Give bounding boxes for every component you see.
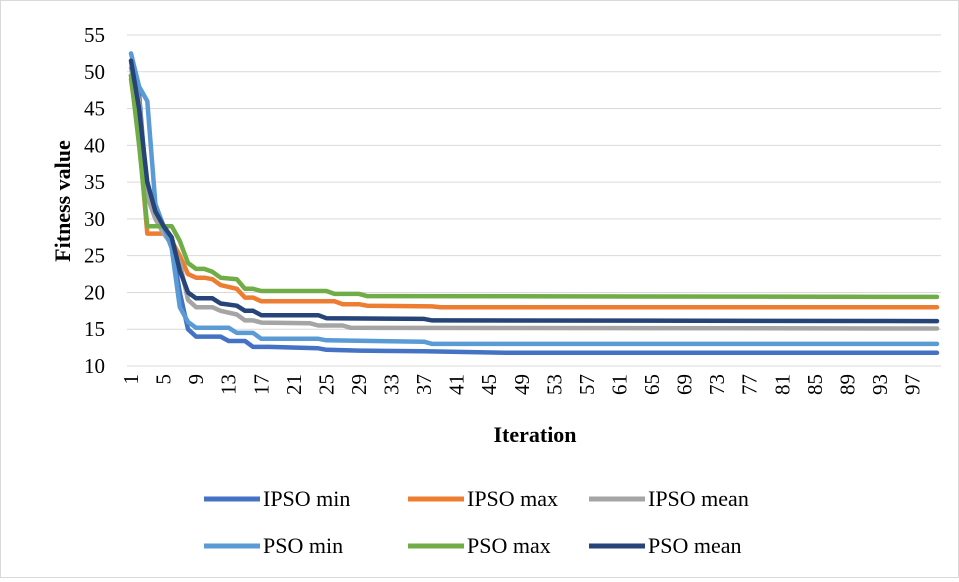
legend-item: PSO min [204,533,343,558]
y-tick-label: 40 [84,133,105,157]
x-tick-label: 25 [314,374,338,395]
legend-label: IPSO min [263,486,350,511]
y-tick-label: 20 [84,280,105,304]
x-tick-label: 65 [640,374,664,395]
x-tick-label: 61 [607,374,631,395]
x-tick-label: 69 [673,374,697,395]
series-line-pso-mean [128,58,940,324]
x-tick-label: 45 [477,374,501,395]
y-tick-label: 30 [84,207,105,231]
y-axis-title: Fitness value [50,140,75,262]
x-tick-label: 33 [380,374,404,395]
x-tick-label: 81 [770,374,794,395]
x-tick-label: 5 [152,374,176,385]
x-tick-label: 97 [901,374,925,395]
x-tick-label: 21 [282,374,306,395]
legend-item: IPSO min [204,486,350,511]
x-tick-label: 49 [510,374,534,395]
y-tick-label: 55 [84,23,105,47]
x-tick-label: 17 [249,374,273,395]
legend-item: IPSO max [408,486,558,511]
x-tick-label: 9 [184,374,208,385]
series-line-pso-max [128,73,940,300]
x-tick-label: 57 [575,374,599,395]
legend-item: PSO max [408,533,551,558]
gridlines [127,34,941,367]
series-line-ipso-max [128,76,940,310]
y-tick-labels: 10 15 20 25 30 35 40 45 50 55 [84,23,105,378]
x-tick-label: 85 [803,374,827,395]
x-tick-label: 77 [738,374,762,395]
x-tick-label: 37 [412,374,436,395]
x-tick-label: 41 [445,374,469,395]
x-tick-label: 73 [705,374,729,395]
legend-label: IPSO max [467,486,558,511]
x-tick-labels: 1 5 9 13 17 21 25 29 33 37 41 45 49 53 57 61 65 69 73 77 81 8… [119,374,925,395]
x-tick-label: 53 [542,374,566,395]
series-line-ipso-mean [128,65,940,331]
x-axis-title: Iteration [493,422,576,447]
y-tick-label: 50 [84,60,105,84]
y-tick-label: 15 [84,317,105,341]
y-tick-label: 45 [84,97,105,121]
legend-item: PSO mean [589,533,742,558]
legend: IPSO min IPSO max IPSO mean PSO min PSO max P… [204,486,749,558]
legend-label: PSO min [263,533,343,558]
x-tick-label: 13 [217,374,241,395]
legend-label: PSO max [467,533,551,558]
y-tick-label: 10 [84,354,105,378]
series-line-pso-min [128,51,940,347]
y-tick-label: 25 [84,244,105,268]
x-tick-label: 29 [347,374,371,395]
x-tick-label: 93 [868,374,892,395]
x-tick-label: 1 [119,374,143,385]
legend-item: IPSO mean [589,486,749,511]
legend-label: IPSO mean [648,486,749,511]
x-tick-label: 89 [835,374,859,395]
y-tick-label: 35 [84,170,105,194]
legend-label: PSO mean [648,533,742,558]
series-lines [128,51,940,356]
